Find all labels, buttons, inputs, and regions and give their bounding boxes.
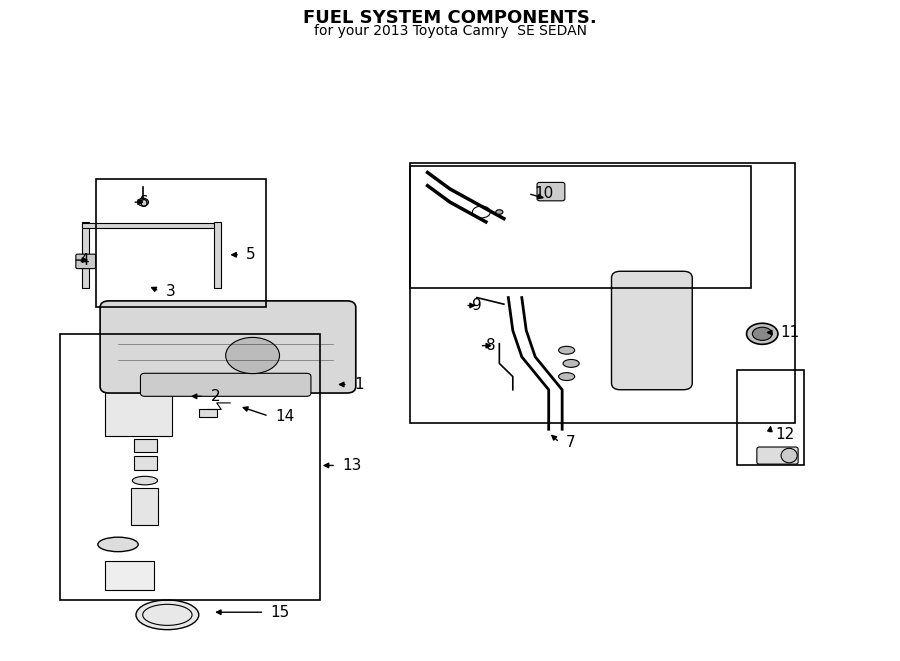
Text: 7: 7 bbox=[566, 435, 575, 450]
Text: 11: 11 bbox=[780, 325, 799, 340]
Text: 13: 13 bbox=[342, 458, 362, 473]
Ellipse shape bbox=[563, 360, 580, 368]
Text: for your 2013 Toyota Camry  SE SEDAN: for your 2013 Toyota Camry SE SEDAN bbox=[313, 24, 587, 38]
Ellipse shape bbox=[98, 537, 139, 552]
Ellipse shape bbox=[226, 337, 280, 373]
Bar bbox=[737, 370, 805, 465]
Text: 4: 4 bbox=[79, 253, 89, 268]
Ellipse shape bbox=[559, 373, 575, 381]
FancyBboxPatch shape bbox=[757, 447, 798, 464]
Text: 9: 9 bbox=[472, 298, 482, 313]
Bar bbox=[104, 370, 172, 436]
Text: FUEL SYSTEM COMPONENTS.: FUEL SYSTEM COMPONENTS. bbox=[303, 9, 597, 27]
Text: 8: 8 bbox=[486, 338, 496, 353]
Ellipse shape bbox=[138, 198, 148, 206]
Text: 3: 3 bbox=[166, 284, 176, 299]
Bar bbox=[95, 179, 266, 307]
Bar bbox=[104, 561, 154, 590]
Text: 2: 2 bbox=[211, 389, 220, 404]
FancyBboxPatch shape bbox=[76, 254, 95, 268]
Bar bbox=[134, 455, 157, 470]
Text: 10: 10 bbox=[535, 186, 554, 201]
Ellipse shape bbox=[136, 600, 199, 630]
FancyBboxPatch shape bbox=[537, 182, 565, 201]
Bar bbox=[410, 166, 751, 288]
FancyBboxPatch shape bbox=[100, 301, 356, 393]
Ellipse shape bbox=[132, 477, 157, 485]
Ellipse shape bbox=[496, 210, 503, 214]
FancyBboxPatch shape bbox=[140, 373, 310, 397]
Text: 1: 1 bbox=[354, 377, 364, 392]
Text: 5: 5 bbox=[247, 247, 256, 262]
Text: 6: 6 bbox=[139, 194, 148, 210]
Ellipse shape bbox=[746, 323, 778, 344]
Bar bbox=[59, 334, 320, 600]
Bar bbox=[82, 223, 221, 229]
Bar bbox=[82, 222, 89, 288]
Text: 12: 12 bbox=[776, 427, 795, 442]
Bar bbox=[134, 439, 157, 452]
Bar bbox=[410, 163, 796, 422]
Bar bbox=[214, 222, 221, 288]
Ellipse shape bbox=[559, 346, 575, 354]
Text: 14: 14 bbox=[275, 408, 294, 424]
Bar bbox=[131, 488, 158, 525]
Ellipse shape bbox=[781, 448, 797, 463]
Bar bbox=[199, 409, 217, 417]
FancyBboxPatch shape bbox=[611, 271, 692, 390]
Text: 15: 15 bbox=[271, 605, 290, 620]
Ellipse shape bbox=[752, 327, 772, 340]
